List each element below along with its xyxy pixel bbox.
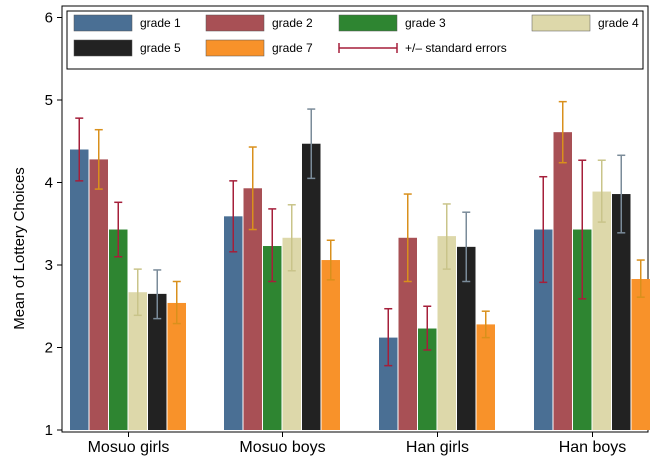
legend-swatch bbox=[73, 14, 133, 32]
legend-label: grade 2 bbox=[272, 16, 313, 30]
legend-label: grade 1 bbox=[140, 16, 181, 30]
bar-grade-1-0 bbox=[70, 149, 89, 430]
bar-grade-2-1 bbox=[243, 188, 262, 430]
category-label: Mosuo girls bbox=[88, 439, 170, 456]
legend-swatch bbox=[531, 14, 591, 32]
bar-grade-1-2 bbox=[379, 337, 398, 430]
y-tick-label: 4 bbox=[45, 175, 53, 192]
bar-grade-5-2 bbox=[457, 246, 476, 430]
bar-grade-2-3 bbox=[553, 132, 572, 431]
bar-grade-4-3 bbox=[592, 191, 611, 430]
bar-grade-7-2 bbox=[476, 324, 495, 430]
y-axis-title: Mean of Lottery Choices bbox=[11, 167, 28, 330]
bar-grade-7-3 bbox=[631, 279, 650, 430]
legend-swatch bbox=[338, 14, 398, 32]
legend-swatch bbox=[73, 39, 133, 57]
y-tick-label: 2 bbox=[45, 340, 53, 357]
bar-grade-4-0 bbox=[128, 292, 147, 430]
legend-swatch bbox=[205, 39, 265, 57]
bar-grade-5-3 bbox=[612, 194, 631, 430]
category-label: Mosuo boys bbox=[239, 439, 325, 456]
bar-grade-4-2 bbox=[437, 236, 456, 430]
bar-grade-2-0 bbox=[89, 159, 108, 430]
error-bars-layer bbox=[75, 100, 645, 367]
bar-grade-3-2 bbox=[418, 328, 437, 430]
bar-grade-4-1 bbox=[282, 237, 301, 430]
bars-layer bbox=[70, 132, 650, 431]
bar-grade-7-1 bbox=[321, 260, 340, 430]
y-tick-label: 1 bbox=[45, 422, 53, 439]
bar-grade-5-0 bbox=[148, 293, 167, 430]
bar-grade-3-1 bbox=[263, 246, 282, 430]
legend-label: grade 5 bbox=[140, 41, 181, 55]
bar-grade-3-0 bbox=[109, 229, 128, 430]
y-tick-label: 3 bbox=[45, 257, 53, 274]
axes-layer: 1 2 3 4 5 6 Mosuo girls Mosuo boys Han girls Han … bbox=[45, 10, 627, 457]
legend-label: grade 4 bbox=[598, 16, 639, 30]
y-tick-label: 5 bbox=[45, 92, 53, 109]
bar-grade-1-3 bbox=[534, 229, 553, 430]
legend-label-errorbars: +/– standard errors bbox=[405, 41, 507, 55]
y-tick-label: 6 bbox=[45, 10, 53, 27]
bar-grade-3-3 bbox=[573, 229, 592, 430]
category-label: Han girls bbox=[406, 439, 469, 456]
bar-grade-2-2 bbox=[398, 237, 417, 430]
bar-grade-7-0 bbox=[167, 302, 186, 430]
legend-label: grade 3 bbox=[405, 16, 446, 30]
bar-grade-1-1 bbox=[224, 216, 243, 430]
bar-grade-5-1 bbox=[302, 143, 321, 430]
legend-label: grade 7 bbox=[272, 41, 313, 55]
legend-swatch bbox=[205, 14, 265, 32]
category-label: Han boys bbox=[559, 439, 627, 456]
legend: grade 1 grade 2 grade 3 grade 4 grade 5 grade… bbox=[66, 10, 644, 70]
